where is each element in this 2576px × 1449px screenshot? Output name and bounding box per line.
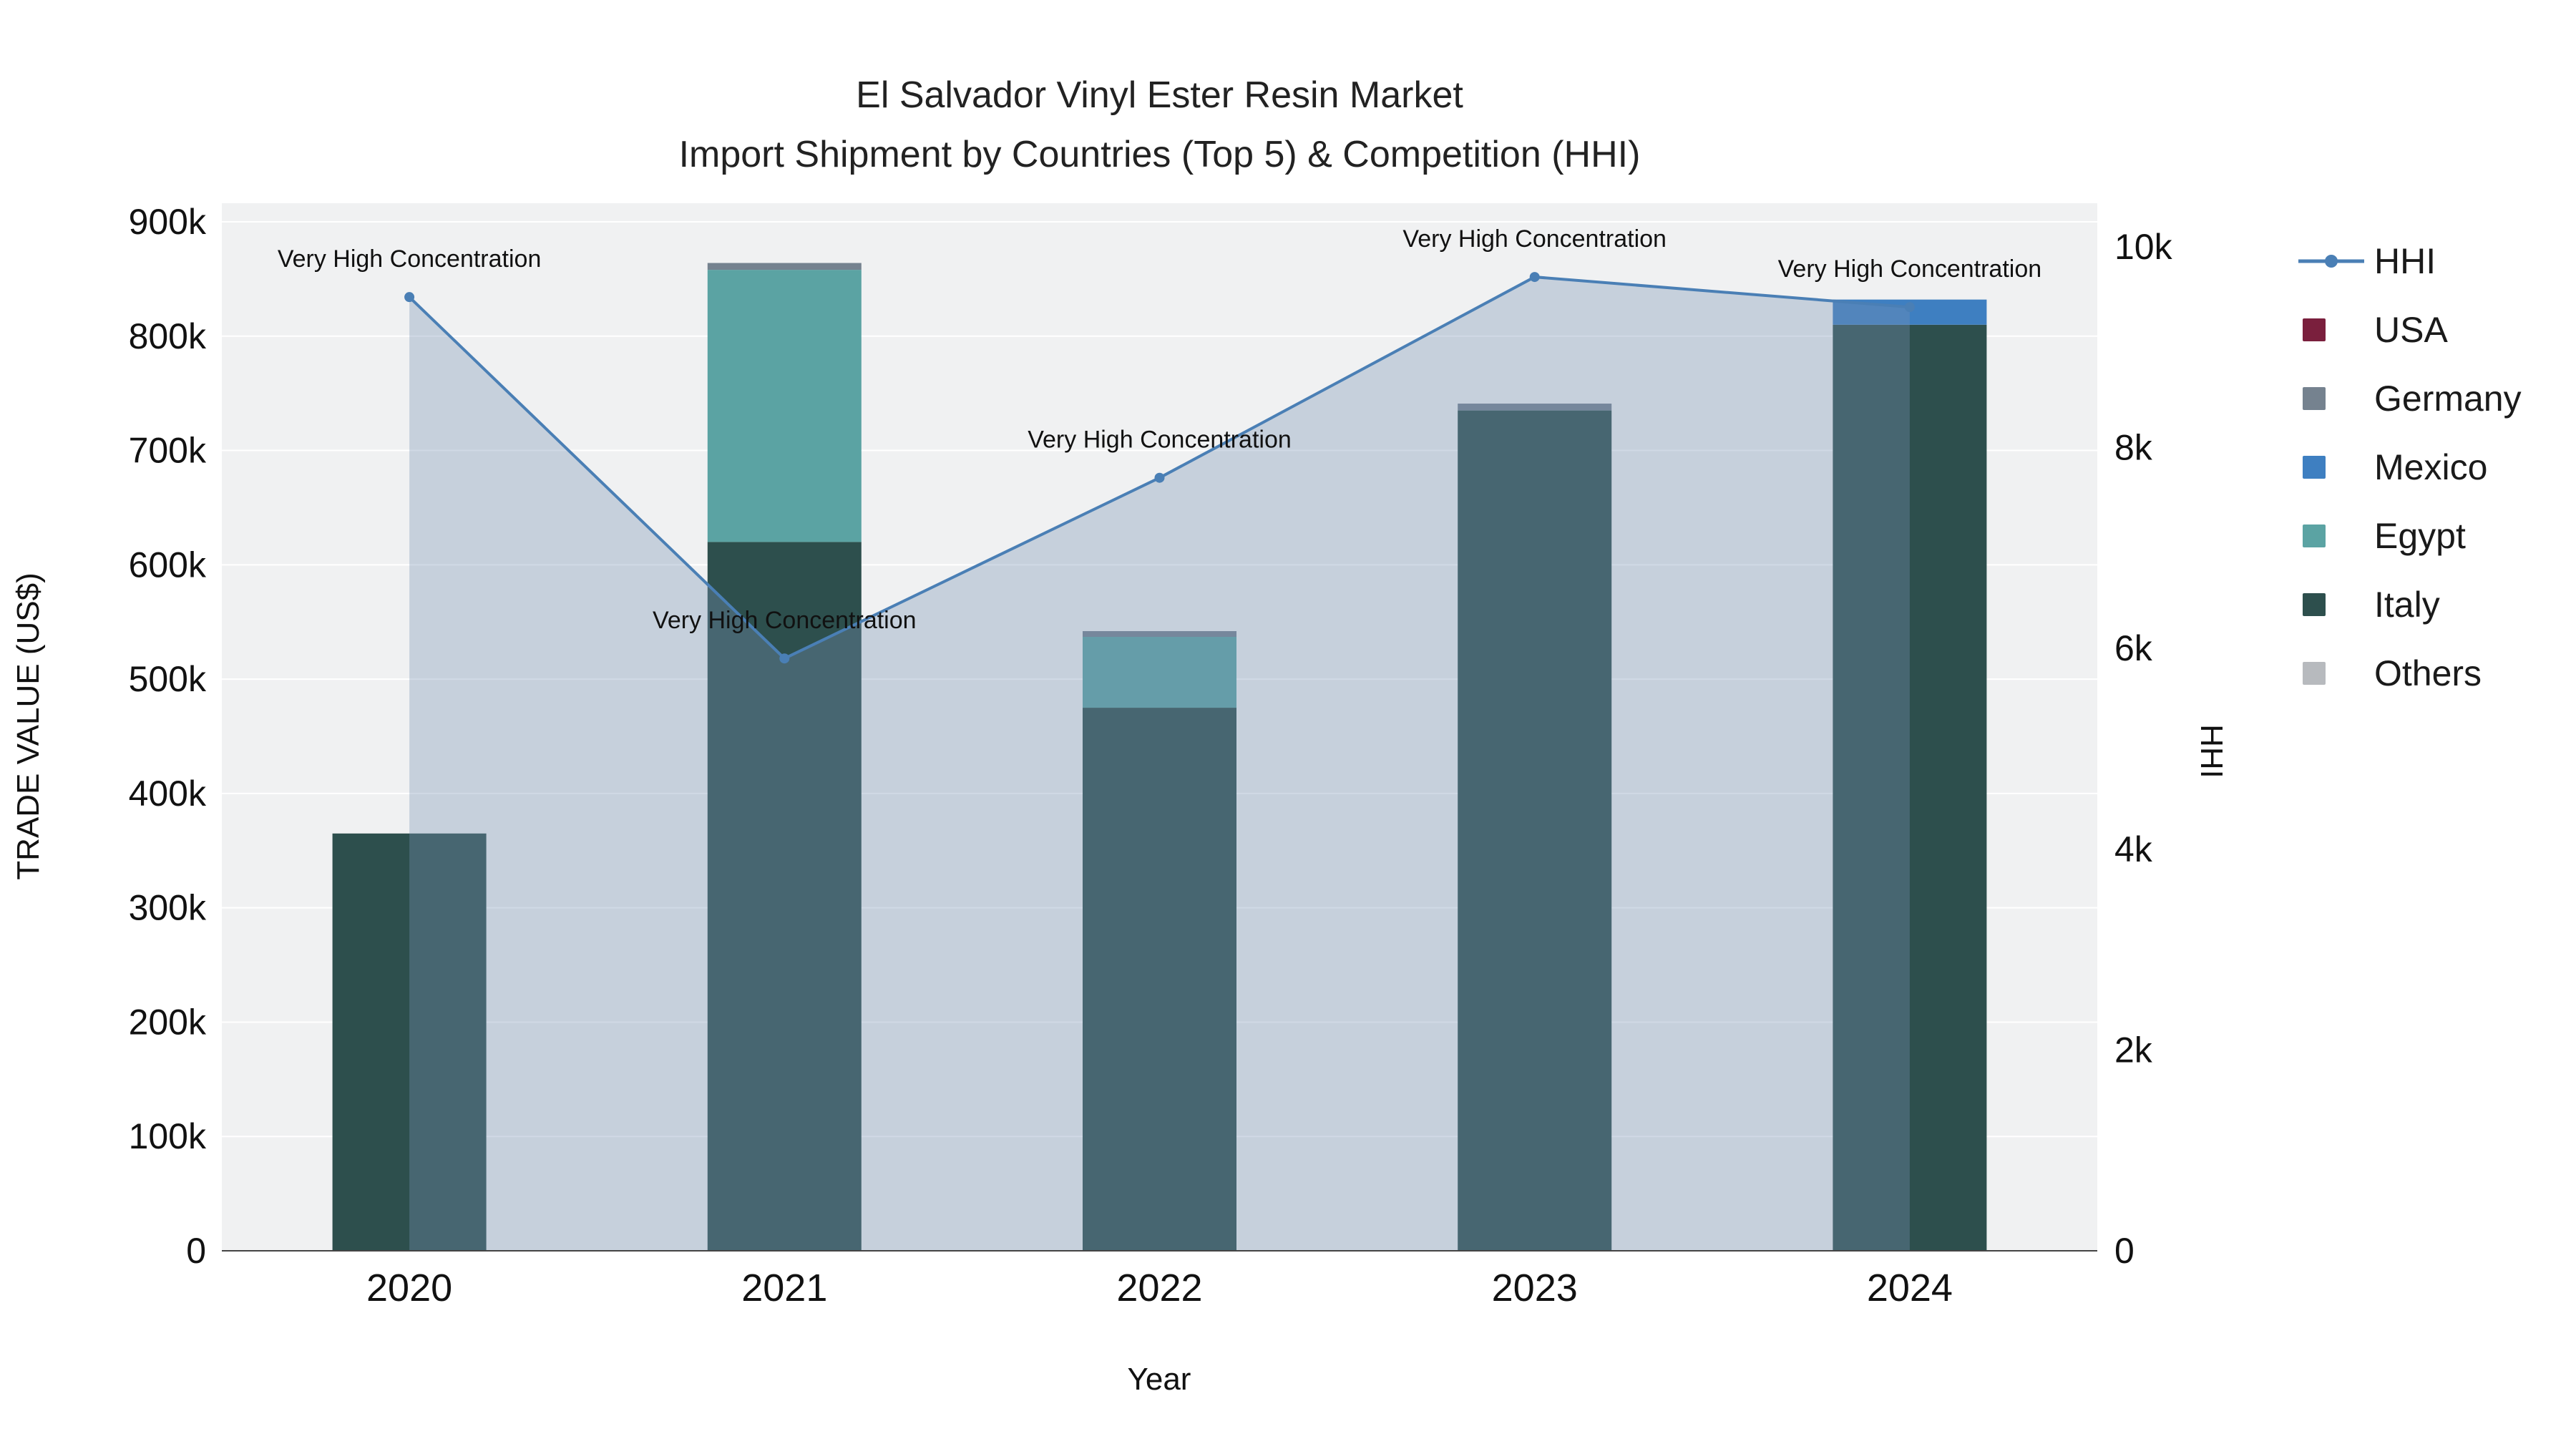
x-axis-title: Year: [1127, 1362, 1191, 1397]
y-right-tick-label: 4k: [2114, 829, 2153, 869]
bar-italy-2020[interactable]: [332, 833, 487, 1251]
y-left-tick-label: 600k: [129, 545, 207, 585]
annotation-2022: Very High Concentration: [1028, 426, 1292, 454]
annotation-2021: Very High Concentration: [653, 607, 917, 634]
bar-egypt-2022[interactable]: [1083, 636, 1236, 708]
y-right-tick-label: 8k: [2114, 428, 2153, 468]
mexico-swatch-icon: [2296, 456, 2374, 479]
hhi-point-2023[interactable]: [1529, 272, 1540, 283]
hhi-point-2024[interactable]: [1904, 302, 1915, 313]
legend-item-italy[interactable]: Italy: [2296, 585, 2522, 625]
y-left-tick-label: 500k: [129, 659, 207, 699]
germany-swatch-icon: [2296, 387, 2374, 410]
annotation-2024: Very High Concentration: [1778, 255, 2042, 283]
y-right-tick-label: 10k: [2114, 227, 2173, 267]
annotation-2023: Very High Concentration: [1402, 225, 1667, 253]
egypt-swatch-icon: [2296, 525, 2374, 547]
legend-label: Italy: [2374, 585, 2440, 625]
y-left-tick-label: 100k: [129, 1116, 207, 1156]
x-tick-label-2021: 2021: [741, 1267, 827, 1309]
bar-germany-2021[interactable]: [707, 263, 862, 270]
chart-title-line2: Import Shipment by Countries (Top 5) & C…: [678, 134, 1641, 176]
legend-item-egypt[interactable]: Egypt: [2296, 516, 2522, 556]
x-tick-label-2023: 2023: [1492, 1267, 1578, 1309]
chart-title: El Salvador Vinyl Ester Resin Market Imp…: [222, 66, 2097, 185]
chart-title-line1: El Salvador Vinyl Ester Resin Market: [856, 74, 1463, 116]
hhi-point-2022[interactable]: [1154, 472, 1165, 483]
legend-item-mexico[interactable]: Mexico: [2296, 447, 2522, 487]
legend-label: Germany: [2374, 379, 2522, 419]
bar-italy-2024[interactable]: [1833, 324, 1987, 1251]
legend-label: USA: [2374, 310, 2448, 350]
x-tick-label-2020: 2020: [366, 1267, 452, 1309]
legend-item-others[interactable]: Others: [2296, 653, 2522, 693]
hhi-point-2020[interactable]: [404, 292, 415, 303]
bar-italy-2022[interactable]: [1083, 708, 1236, 1251]
legend-label: HHI: [2374, 241, 2436, 281]
y-right-tick-label: 6k: [2114, 628, 2153, 668]
hhi-area-fill: [409, 277, 1910, 1252]
legend-item-hhi[interactable]: HHI: [2296, 241, 2522, 281]
y-left-tick-label: 900k: [129, 202, 207, 242]
bar-egypt-2021[interactable]: [707, 270, 862, 542]
x-tick-label-2024: 2024: [1867, 1267, 1953, 1309]
legend: HHI USA Germany Mexico Egypt Italy Other…: [2296, 241, 2522, 693]
italy-swatch-icon: [2296, 593, 2374, 616]
y-left-tick-label: 0: [186, 1231, 206, 1271]
y-left-tick-label: 300k: [129, 888, 207, 928]
bar-germany-2023[interactable]: [1458, 404, 1612, 411]
legend-label: Others: [2374, 653, 2482, 693]
annotation-2020: Very High Concentration: [278, 245, 542, 273]
y-left-tick-label: 700k: [129, 431, 207, 471]
hhi-line-marker-icon: [2296, 253, 2374, 270]
bar-germany-2022[interactable]: [1083, 631, 1236, 637]
legend-item-germany[interactable]: Germany: [2296, 379, 2522, 419]
y-left-tick-label: 200k: [129, 1002, 207, 1042]
x-tick-label-2022: 2022: [1116, 1267, 1202, 1309]
y-right-tick-label: 2k: [2114, 1030, 2153, 1070]
y-right-tick-label: 0: [2114, 1231, 2135, 1271]
legend-label: Mexico: [2374, 447, 2488, 487]
y-left-tick-label: 800k: [129, 316, 207, 356]
legend-item-usa[interactable]: USA: [2296, 310, 2522, 350]
usa-swatch-icon: [2296, 318, 2374, 341]
legend-label: Egypt: [2374, 516, 2466, 556]
y-left-tick-label: 400k: [129, 774, 207, 814]
bar-italy-2023[interactable]: [1458, 410, 1612, 1252]
others-swatch-icon: [2296, 662, 2374, 685]
hhi-point-2021[interactable]: [779, 653, 790, 664]
